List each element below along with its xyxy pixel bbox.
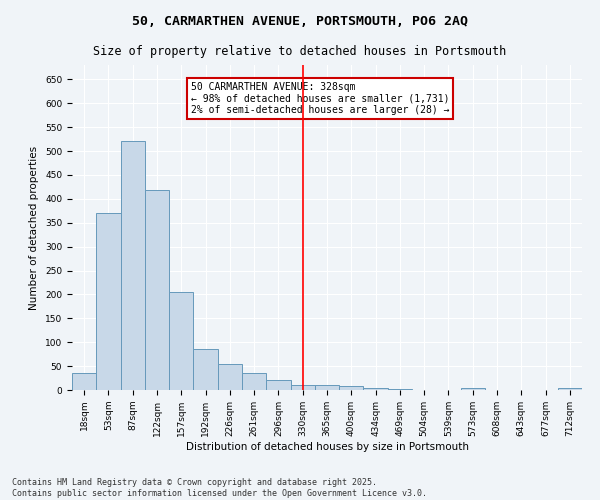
Bar [339,386,364,390]
Bar [145,190,169,390]
Bar [72,374,96,390]
X-axis label: Distribution of detached houses by size in Portsmouth: Distribution of detached houses by size … [185,442,469,452]
Bar [169,292,193,390]
Bar [96,213,121,390]
Bar [364,388,388,390]
Bar [290,385,315,390]
Y-axis label: Number of detached properties: Number of detached properties [29,146,40,310]
Bar [388,389,412,390]
Text: Size of property relative to detached houses in Portsmouth: Size of property relative to detached ho… [94,45,506,58]
Bar [218,364,242,390]
Text: 50, CARMARTHEN AVENUE, PORTSMOUTH, PO6 2AQ: 50, CARMARTHEN AVENUE, PORTSMOUTH, PO6 2… [132,15,468,28]
Text: Contains HM Land Registry data © Crown copyright and database right 2025.
Contai: Contains HM Land Registry data © Crown c… [12,478,427,498]
Bar [266,380,290,390]
Bar [461,388,485,390]
Bar [193,350,218,390]
Text: 50 CARMARTHEN AVENUE: 328sqm
← 98% of detached houses are smaller (1,731)
2% of : 50 CARMARTHEN AVENUE: 328sqm ← 98% of de… [191,82,449,115]
Bar [121,140,145,390]
Bar [315,385,339,390]
Bar [242,374,266,390]
Bar [558,388,582,390]
